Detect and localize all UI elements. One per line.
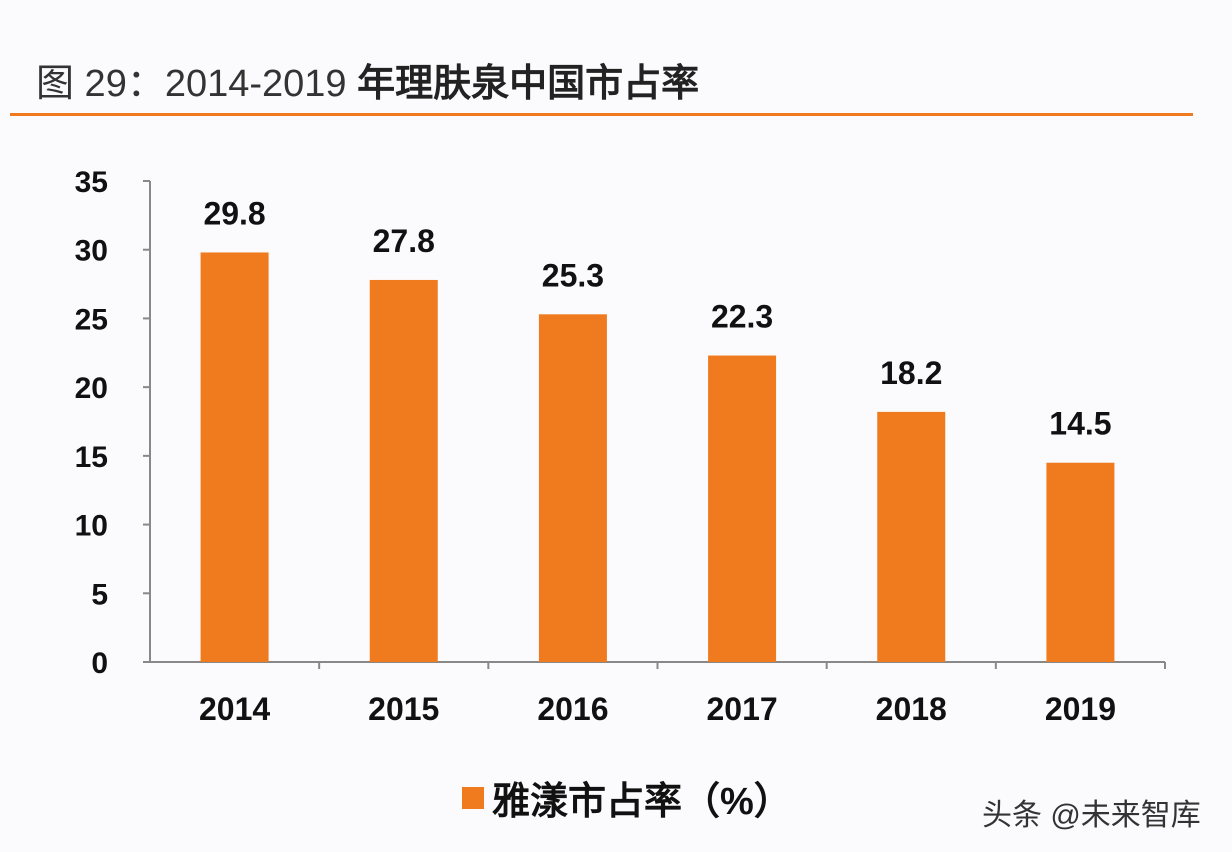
y-tick-label: 0 [91, 647, 108, 680]
bar-2019 [1046, 462, 1115, 662]
data-label: 18.2 [880, 355, 942, 391]
x-tick-label: 2016 [537, 691, 608, 727]
data-label: 27.8 [373, 223, 435, 259]
bar-2017 [708, 355, 777, 662]
bar-2018 [877, 411, 946, 662]
y-tick-label: 5 [91, 578, 108, 611]
x-tick-label: 2019 [1045, 691, 1116, 727]
data-label: 14.5 [1049, 406, 1111, 442]
bar-2015 [369, 279, 438, 662]
watermark: 头条 @未来智库 [982, 799, 1201, 832]
legend-swatch [462, 786, 484, 809]
title-rule [10, 113, 1193, 116]
x-tick-label: 2015 [368, 691, 439, 727]
y-tick-label: 25 [75, 303, 108, 336]
bar-2014 [200, 252, 269, 662]
y-tick-label: 20 [75, 372, 108, 405]
y-tick-label: 10 [75, 510, 108, 543]
legend-label: 雅漾市占率（%） [492, 781, 792, 823]
x-tick-label: 2014 [199, 691, 270, 727]
bar-2016 [538, 314, 607, 662]
y-tick-label: 15 [75, 441, 108, 474]
title-cn: 年理肤泉中国市占率 [357, 63, 700, 105]
title-prefix: 图 29：2014-2019 [36, 63, 358, 105]
chart-title: 图 29：2014-2019 年理肤泉中国市占率 [36, 52, 699, 107]
y-tick-label: 35 [75, 166, 108, 199]
data-label: 25.3 [542, 257, 604, 293]
x-tick-label: 2017 [706, 691, 777, 727]
data-label: 22.3 [711, 299, 773, 335]
y-tick-label: 30 [75, 235, 108, 268]
data-label: 29.8 [203, 195, 265, 231]
x-tick-label: 2018 [876, 691, 947, 727]
legend: 雅漾市占率（%） [462, 770, 792, 825]
